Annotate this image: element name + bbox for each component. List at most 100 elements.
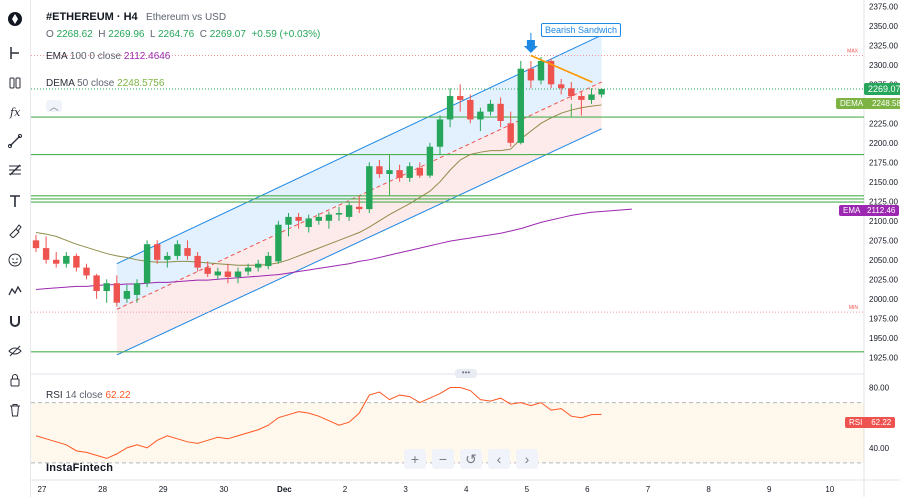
reset-chart-button[interactable]: ↺ (460, 449, 482, 469)
candle-body (446, 96, 454, 120)
dema-price-tag: DEMA 2248.58 (836, 98, 900, 109)
dema-value: 2248.5756 (117, 78, 165, 89)
time-tick-label: 27 (38, 485, 47, 494)
chevron-right-icon: › (524, 451, 530, 467)
candle-body (356, 206, 363, 210)
rsi-value: 62.22 (105, 390, 131, 401)
candle-body (63, 255, 70, 264)
function-icon[interactable]: fx (4, 101, 26, 123)
low-label: L (150, 29, 156, 40)
candle-body (477, 111, 484, 120)
candle-body (376, 166, 383, 175)
level-label-max: MAX (847, 48, 859, 54)
candle-body (224, 271, 232, 277)
ema-value: 2112.4646 (123, 51, 171, 62)
candle-body (487, 103, 494, 112)
down-arrow-icon (523, 40, 538, 53)
candle-body (598, 89, 605, 95)
bearish-sandwich-label[interactable]: Bearish Sandwich (541, 23, 622, 37)
price-tick-label: 2325.00 (869, 41, 898, 50)
current-price-tag: 2269.07 (864, 83, 900, 95)
zoom-in-button[interactable]: + (404, 449, 426, 469)
indicators-icon[interactable] (4, 72, 26, 94)
time-tick-label: 4 (464, 485, 469, 494)
high-label: H (98, 29, 106, 40)
candle-body (174, 244, 181, 256)
candle-body (133, 283, 141, 295)
hide-drawings-icon[interactable] (4, 340, 26, 362)
scroll-left-button[interactable]: ‹ (488, 449, 510, 469)
time-tick-label: 29 (159, 485, 168, 494)
pane-resize-handle[interactable]: ••• (455, 369, 477, 378)
price-tick-label: 1925.00 (869, 353, 898, 362)
price-tick-label: 1975.00 (869, 314, 898, 323)
magnet-icon[interactable] (4, 310, 26, 332)
candle-body (305, 218, 312, 228)
candle-body (204, 267, 211, 274)
cursor-icon[interactable] (4, 42, 26, 64)
candle-body (467, 99, 474, 120)
plus-icon: + (410, 451, 420, 467)
candle-body (537, 60, 545, 81)
candle-body (32, 240, 40, 249)
rsi-legend[interactable]: RSI 14 close 62.22 (46, 390, 131, 401)
candle-body (426, 146, 434, 176)
dema-params: 50 close (77, 78, 115, 89)
scroll-right-button[interactable]: › (516, 449, 538, 469)
emoji-icon[interactable] (4, 249, 26, 271)
bearish-trendline (530, 54, 593, 83)
price-tick-label: 2000.00 (869, 295, 898, 304)
trend-line-icon[interactable] (4, 130, 26, 152)
candle-body (345, 205, 353, 217)
lock-icon[interactable] (4, 369, 26, 391)
candle-body (194, 255, 201, 268)
time-tick-label: 9 (767, 485, 772, 494)
candle-body (184, 248, 191, 256)
dema-legend[interactable]: DEMA 50 close 2248.5756 (46, 78, 164, 89)
pattern-icon[interactable] (4, 280, 26, 302)
candle-body (578, 96, 585, 100)
symbol-name[interactable]: #ETHEREUM · H4 (46, 11, 138, 23)
rsi-params: 14 close (65, 390, 103, 401)
candle-body (547, 60, 555, 85)
time-tick-label: 28 (98, 485, 107, 494)
rsi-tag-value: 62.22 (871, 418, 892, 427)
candle-body (53, 259, 60, 264)
watermark: InstaFintech (46, 462, 114, 474)
price-tick-label: 2050.00 (869, 256, 898, 265)
zoom-out-button[interactable]: − (432, 449, 454, 469)
symbol-header: #ETHEREUM · H4 Ethereum vs USD (46, 11, 226, 23)
candle-body (325, 214, 333, 221)
candle-body (568, 88, 575, 97)
chevron-left-icon: ‹ (496, 451, 502, 467)
candle-body (396, 170, 403, 178)
close-label: C (199, 29, 207, 40)
brush-icon[interactable] (4, 219, 26, 241)
dema-tag-value: 2248.58 (872, 99, 900, 108)
time-tick-label: 6 (585, 485, 590, 494)
rsi-tag-label: RSI (849, 418, 863, 427)
time-tick-label: 5 (525, 485, 530, 494)
candle-body (93, 275, 100, 292)
candle-body (588, 94, 595, 100)
candle-body (527, 68, 535, 81)
candle-body (143, 244, 151, 284)
trash-icon[interactable] (4, 399, 26, 421)
candle-body (103, 283, 110, 292)
text-tool-icon[interactable] (4, 190, 26, 212)
fib-icon[interactable] (4, 159, 26, 181)
candle-body (436, 119, 444, 147)
left-toolbar: fx (0, 0, 31, 497)
price-tick-label: 2025.00 (869, 275, 898, 284)
collapse-legend-button[interactable]: ︿ (46, 100, 62, 112)
logo-icon[interactable] (4, 8, 26, 30)
price-tick-label: 2200.00 (869, 139, 898, 148)
level-label-min: MIN (849, 305, 859, 311)
price-tick-label: 2100.00 (869, 217, 898, 226)
candle-body (497, 103, 504, 121)
ema-legend[interactable]: EMA 100 0 close 2112.4646 (46, 51, 170, 62)
price-tick-label: 2125.00 (869, 197, 898, 206)
candle-body (295, 216, 302, 221)
candle-body (335, 213, 343, 215)
